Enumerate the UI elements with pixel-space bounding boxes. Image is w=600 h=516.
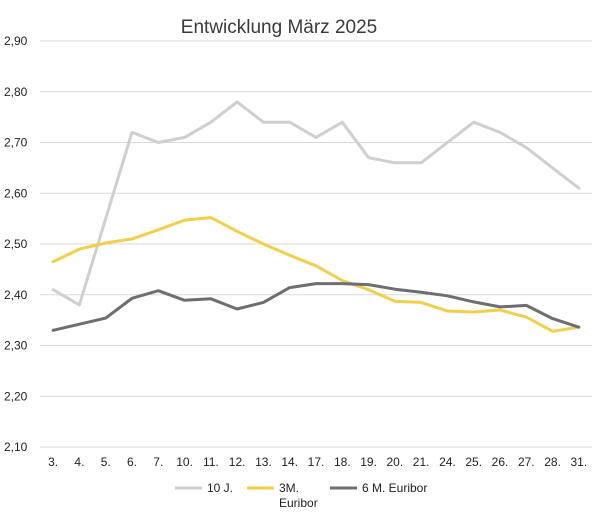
- x-tick-label: 17.: [308, 455, 325, 469]
- y-tick-label: 2,70: [4, 136, 28, 150]
- x-tick-label: 7.: [153, 455, 163, 469]
- y-tick-label: 2,50: [4, 237, 28, 251]
- legend: 10 J. 3M.Euribor 6 M. Euribor: [175, 481, 427, 510]
- x-tick-label: 14.: [281, 455, 298, 469]
- chart-title: Entwicklung März 2025: [181, 17, 377, 38]
- legend-label: 10 J.: [207, 481, 233, 495]
- x-tick-label: 10.: [176, 455, 193, 469]
- legend-label: 6 M. Euribor: [362, 481, 427, 495]
- legend-label: Euribor: [279, 496, 318, 510]
- y-tick-label: 2,40: [4, 288, 28, 302]
- x-tick-label: 13.: [255, 455, 272, 469]
- x-tick-label: 6.: [127, 455, 137, 469]
- x-tick-label: 12.: [229, 455, 246, 469]
- gridlines: [40, 40, 592, 448]
- y-tick-label: 2,90: [4, 34, 28, 48]
- series-line-3: [51, 282, 581, 332]
- x-tick-label: 21.: [413, 455, 430, 469]
- x-tick-label: 20.: [387, 455, 404, 469]
- y-tick-label: 2,20: [4, 389, 28, 403]
- x-axis-ticks: 3. 4. 5. 6. 7. 10. 11. 12. 13. 14. 17. 18. 19. 20. 21.…: [48, 455, 587, 469]
- y-axis-ticks: 2,90 2,80 2,70 2,60 2,50 2,40 2,30 2,20 2,10: [4, 34, 28, 454]
- y-tick-label: 2,30: [4, 339, 28, 353]
- x-tick-label: 4.: [74, 455, 84, 469]
- x-tick-label: 25.: [465, 455, 482, 469]
- y-tick-label: 2,10: [4, 440, 28, 454]
- legend-label: 3M.: [279, 481, 299, 495]
- x-tick-label: 3.: [48, 455, 58, 469]
- series-line-1: [51, 100, 581, 307]
- x-tick-label: 27.: [518, 455, 535, 469]
- x-tick-label: 5.: [101, 455, 111, 469]
- series-line-2: [51, 216, 581, 333]
- series-lines: [51, 100, 581, 333]
- x-tick-label: 24.: [439, 455, 456, 469]
- x-tick-label: 19.: [360, 455, 377, 469]
- x-tick-label: 18.: [334, 455, 351, 469]
- y-tick-label: 2,60: [4, 186, 28, 200]
- y-tick-label: 2,80: [4, 85, 28, 99]
- x-tick-label: 31.: [571, 455, 588, 469]
- x-tick-label: 11.: [203, 455, 219, 469]
- x-tick-label: 28.: [544, 455, 561, 469]
- x-tick-label: 26.: [492, 455, 509, 469]
